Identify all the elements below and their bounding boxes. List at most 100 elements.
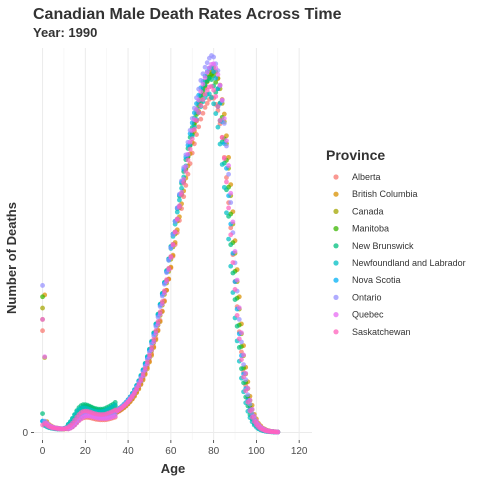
data-point	[174, 209, 180, 215]
legend-label: New Brunswick	[352, 241, 414, 251]
data-point	[228, 232, 234, 238]
data-point	[239, 366, 244, 372]
data-point	[234, 323, 240, 329]
data-point	[232, 249, 238, 254]
data-point	[206, 91, 212, 97]
data-point	[179, 192, 184, 198]
data-point	[209, 77, 214, 82]
data-point	[183, 164, 189, 169]
data-point	[40, 305, 45, 311]
data-point	[226, 236, 232, 242]
data-point	[204, 69, 210, 75]
data-point	[140, 371, 146, 377]
data-point	[219, 97, 225, 103]
data-point	[226, 213, 232, 219]
legend-label: Quebec	[352, 310, 384, 320]
data-point	[142, 365, 148, 371]
data-point	[217, 141, 223, 147]
legend-label: Manitoba	[352, 224, 389, 234]
data-point	[217, 82, 223, 88]
data-point	[187, 146, 193, 152]
legend-label: Canada	[352, 206, 384, 216]
data-point	[245, 392, 251, 398]
data-point	[224, 179, 229, 185]
data-point	[221, 120, 227, 126]
data-point	[112, 413, 118, 419]
data-point	[136, 381, 142, 387]
data-point	[243, 388, 249, 394]
x-tick-label: 80	[208, 446, 220, 457]
legend-label: Ontario	[352, 292, 382, 302]
data-point	[177, 204, 182, 210]
data-point	[185, 151, 191, 157]
data-point	[226, 205, 232, 211]
data-point	[204, 60, 210, 66]
data-point	[241, 374, 246, 380]
data-point	[209, 95, 214, 101]
data-point	[202, 91, 208, 97]
data-point	[230, 260, 236, 265]
data-point	[200, 81, 206, 87]
data-point	[217, 117, 223, 123]
data-point	[243, 370, 249, 376]
data-point	[196, 110, 202, 115]
data-point	[153, 328, 159, 334]
data-point	[172, 229, 178, 235]
data-point	[151, 336, 157, 342]
y-axis-title: Number of Deaths	[4, 202, 19, 314]
data-point	[166, 265, 172, 271]
series-saskatchewan	[40, 83, 281, 435]
data-point	[213, 111, 219, 116]
legend-key	[333, 294, 339, 300]
data-point	[149, 345, 155, 350]
x-axis-title: Age	[161, 461, 186, 476]
data-point	[157, 309, 163, 315]
data-point	[226, 163, 232, 168]
x-tick-label: 100	[248, 446, 265, 457]
legend-key	[333, 208, 339, 214]
data-point	[232, 297, 238, 302]
legend-label: Newfoundland and Labrador	[352, 258, 466, 268]
legend-label: Saskatchewan	[352, 327, 411, 337]
legend-key	[333, 226, 339, 232]
data-point	[209, 83, 214, 89]
data-point	[194, 132, 199, 137]
legend-label: British Columbia	[352, 189, 418, 199]
data-point	[228, 225, 234, 231]
data-point	[224, 210, 229, 216]
data-point	[183, 168, 189, 174]
legend-key	[333, 329, 339, 335]
chart-subtitle: Year: 1990	[33, 25, 97, 40]
data-point	[162, 288, 167, 294]
data-point	[164, 277, 169, 283]
data-point	[196, 97, 202, 103]
data-point	[239, 330, 244, 336]
x-tick-label: 40	[123, 446, 135, 457]
data-point	[221, 116, 227, 121]
data-point	[241, 362, 246, 368]
data-point	[215, 72, 221, 77]
data-point	[211, 87, 217, 93]
data-point	[213, 65, 219, 71]
axis-ticks: 0 20 40 60 80 100 120 0	[22, 428, 308, 457]
data-point	[134, 386, 140, 392]
data-point	[42, 354, 48, 360]
x-tick-label: 120	[291, 446, 308, 457]
data-point	[194, 118, 199, 123]
data-point	[170, 241, 176, 247]
legend-key	[333, 243, 339, 249]
data-point	[247, 408, 253, 414]
data-point	[177, 197, 182, 203]
data-point	[189, 136, 195, 142]
legend-label: Nova Scotia	[352, 275, 401, 285]
data-point	[211, 54, 217, 60]
data-point	[211, 69, 217, 74]
data-point	[221, 184, 227, 190]
data-point	[228, 190, 234, 196]
chart-title: Canadian Male Death Rates Across Time	[33, 6, 342, 23]
legend-title: Province	[326, 147, 385, 163]
data-point	[206, 65, 212, 71]
data-point	[236, 316, 242, 322]
data-point	[211, 101, 217, 107]
data-point	[213, 94, 219, 99]
